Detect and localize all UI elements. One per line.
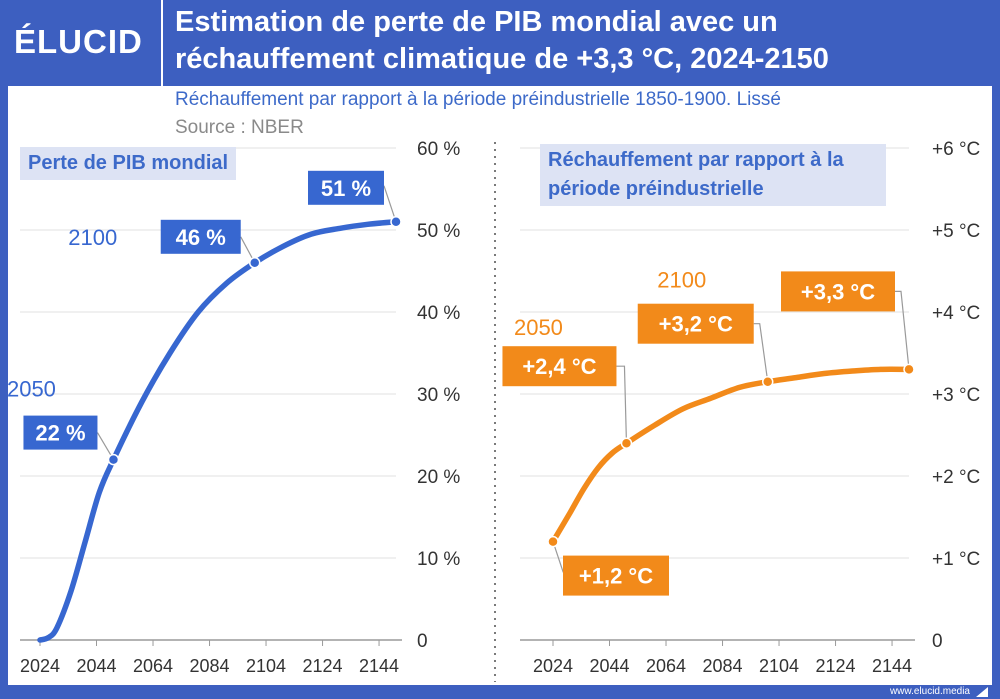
temp-y-tick-label: 0 (932, 631, 943, 652)
temp-data-point (547, 535, 559, 548)
temp-value-label: +3,2 °C (659, 312, 733, 337)
temp-value-box (563, 555, 669, 596)
temp-value-label: +1,2 °C (579, 564, 653, 589)
frame-left (0, 0, 8, 699)
gdp-data-point (390, 216, 402, 228)
footer-url: www.elucid.media (889, 686, 970, 697)
temp-data-point (761, 375, 774, 388)
gdp-year-label: 2050 (7, 377, 56, 402)
gdp-y-tick-label: 30 % (417, 385, 460, 406)
gdp-x-tick-label: 2124 (303, 656, 343, 676)
temp-x-tick-label: 2064 (646, 656, 686, 676)
temp-x-tick-label: 2104 (759, 656, 799, 676)
temp-x-tick-label: 2044 (589, 656, 629, 676)
gdp-x-tick-label: 2064 (133, 656, 173, 676)
gdp-x-tick-label: 2144 (359, 656, 399, 676)
temp-year-label: 2100 (657, 268, 706, 293)
temp-panel-title: Réchauffement par rapport à la période p… (540, 144, 886, 206)
gdp-x-tick-label: 2084 (190, 656, 230, 676)
temp-x-tick-label: 2124 (816, 656, 856, 676)
gdp-value-label: 51 % (321, 176, 371, 201)
gdp-y-tick-label: 60 % (417, 139, 460, 160)
gdp-value-label: 46 % (176, 225, 226, 250)
gdp-year-label: 2100 (68, 225, 117, 250)
temp-y-tick-label: +3 °C (932, 385, 980, 406)
temp-annotation-leader (616, 365, 628, 444)
temp-y-tick-label: +1 °C (932, 549, 980, 570)
elucid-logo: ÉLUCID (14, 23, 143, 60)
gdp-x-tick-label: 2044 (76, 656, 116, 676)
temp-y-tick-label: +2 °C (932, 467, 980, 488)
gdp-y-tick-label: 50 % (417, 221, 460, 242)
temp-x-tick-label: 2144 (872, 656, 912, 676)
temp-annotation-leader (895, 290, 910, 370)
gdp-value-label: 22 % (35, 421, 85, 446)
gdp-series-line (37, 219, 399, 643)
header-bar (0, 0, 1000, 86)
gdp-value-box (308, 170, 384, 205)
temp-year-label: 2050 (514, 315, 563, 340)
gdp-x-tick-label: 2104 (246, 656, 286, 676)
temp-data-point (620, 437, 633, 449)
gdp-data-point (107, 453, 120, 466)
gdp-x-tick-label: 2024 (20, 656, 60, 676)
header-separator (161, 0, 163, 86)
temp-y-tick-label: +5 °C (932, 221, 980, 242)
footer-bar (0, 685, 1000, 699)
chart-title: Estimation de perte de PIB mondial avec … (175, 6, 829, 75)
gdp-value-box (23, 415, 98, 450)
gdp-y-tick-label: 40 % (417, 303, 460, 324)
temp-annotation-leader (753, 323, 769, 382)
temp-x-tick-label: 2024 (533, 656, 573, 676)
gdp-panel-title: Perte de PIB mondial (20, 147, 237, 180)
chart-subtitle: Réchauffement par rapport à la période p… (175, 89, 781, 110)
temp-y-tick-label: +4 °C (932, 303, 980, 324)
frame-right (992, 0, 1000, 699)
temp-data-point (903, 363, 915, 376)
gdp-y-tick-label: 20 % (417, 467, 460, 488)
gdp-data-point (248, 257, 261, 269)
temp-value-box (637, 303, 754, 344)
temp-value-box (502, 346, 617, 387)
temp-y-tick-label: +6 °C (932, 139, 980, 160)
temp-value-label: +3,3 °C (801, 279, 875, 304)
temp-value-box (781, 271, 895, 312)
gdp-value-box (160, 219, 241, 254)
gdp-y-tick-label: 10 % (417, 549, 460, 570)
gdp-y-tick-label: 0 (417, 631, 428, 652)
footer-mark-icon (976, 687, 988, 697)
temp-x-tick-label: 2084 (703, 656, 743, 676)
temp-series-line (550, 366, 912, 545)
chart-source: Source : NBER (175, 117, 304, 138)
temp-value-label: +2,4 °C (522, 354, 596, 379)
